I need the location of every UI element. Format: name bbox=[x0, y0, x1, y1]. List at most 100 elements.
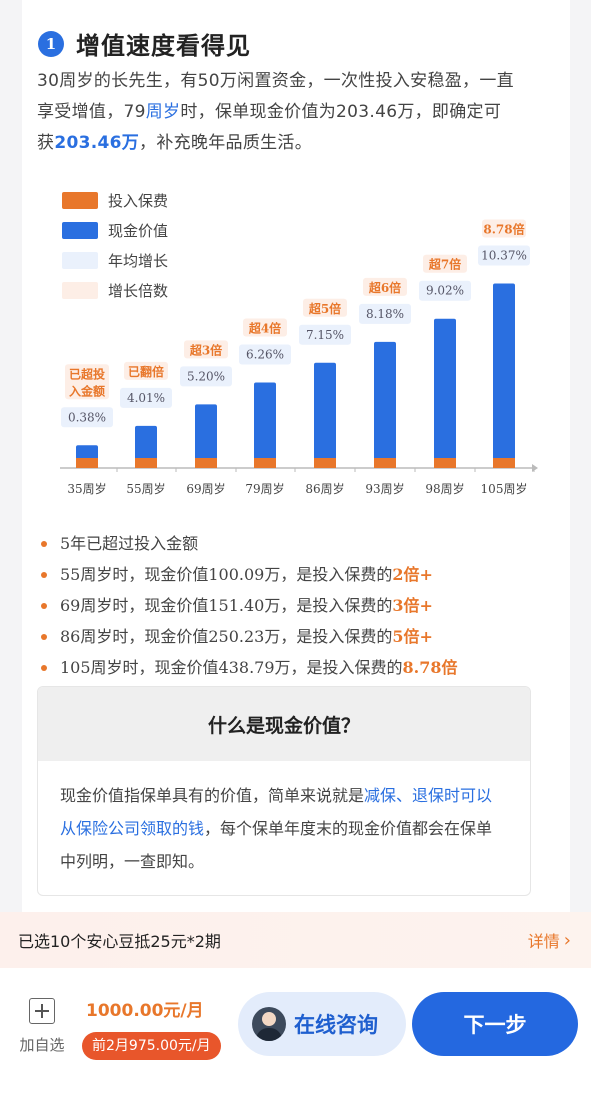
growth-rate-label: 5.20% bbox=[187, 369, 225, 383]
multiple-label-bg bbox=[184, 340, 228, 359]
multiple-label: 已超投 bbox=[69, 366, 105, 381]
bar-cash-value bbox=[434, 318, 456, 468]
multiple-label: 超4倍 bbox=[248, 320, 281, 335]
multiple-label-bg bbox=[65, 364, 109, 400]
bar-premium bbox=[374, 458, 396, 468]
growth-label-bg bbox=[61, 407, 113, 428]
note-accent: 2倍+ bbox=[392, 565, 433, 584]
note-accent: 5倍+ bbox=[392, 627, 433, 646]
section-title: 增值速度看得见 bbox=[76, 32, 251, 60]
note-text: 5年已超过投入金额 bbox=[60, 534, 199, 553]
list-item: 55周岁时，现金价值100.09万，是投入保费的2倍+ bbox=[38, 559, 538, 590]
category-label: 69周岁 bbox=[186, 481, 225, 496]
explainer-title: 什么是现金价值？ bbox=[38, 687, 530, 761]
growth-label-bg bbox=[359, 303, 411, 324]
intro-text-2: 时，保单现金价值为203.46万，即确定可获 bbox=[37, 102, 502, 153]
category-label: 105周岁 bbox=[481, 481, 528, 496]
bar-cash-value bbox=[135, 425, 157, 468]
legend-label: 增长倍数 bbox=[108, 282, 168, 300]
discount-price-badge: 前2月975.00元/月 bbox=[82, 1032, 221, 1060]
online-consult-label: 在线咨询 bbox=[294, 1013, 378, 1037]
plus-square-icon bbox=[29, 998, 55, 1024]
multiple-label-bg bbox=[124, 361, 168, 380]
list-item: 5年已超过投入金额 bbox=[38, 528, 538, 559]
growth-rate-label: 7.15% bbox=[306, 328, 344, 342]
bar-cash-value bbox=[493, 283, 515, 468]
note-text: 86周岁时，现金价值250.23万，是投入保费的 bbox=[60, 627, 393, 646]
section-header: 1 增值速度看得见 bbox=[38, 26, 251, 61]
bar-cash-value bbox=[374, 341, 396, 468]
chevron-right-icon: › bbox=[563, 929, 571, 951]
multiple-label: 入金额 bbox=[69, 383, 105, 398]
legend-swatch bbox=[62, 282, 98, 299]
legend-label: 年均增长 bbox=[108, 252, 168, 270]
intro-text-1: 30周岁的长先生，有50万闲置资金，一次性投入安稳盈，一直享受增值，79 bbox=[37, 71, 514, 122]
explainer-text-1: 现金价值指保单具有的价值，简单来说就是 bbox=[60, 786, 365, 805]
note-text: 55周岁时，现金价值100.09万，是投入保费的 bbox=[60, 565, 393, 584]
category-label: 86周岁 bbox=[305, 481, 344, 496]
note-accent: 8.78倍 bbox=[402, 658, 458, 677]
bar-premium bbox=[254, 458, 276, 468]
list-item: 105周岁时，现金价值438.79万，是投入保费的8.78倍 bbox=[38, 652, 538, 683]
explainer-highlight: 减保、退保时可以从保险公司领取的钱 bbox=[60, 786, 493, 838]
legend-swatch bbox=[62, 222, 98, 239]
note-accent: 3倍+ bbox=[392, 596, 433, 615]
list-item: 86周岁时，现金价值250.23万，是投入保费的5倍+ bbox=[38, 621, 538, 652]
bar-premium bbox=[135, 458, 157, 468]
explainer-body: 现金价值指保单具有的价值，简单来说就是减保、退保时可以从保险公司领取的钱，每个保… bbox=[38, 761, 530, 878]
intro-paragraph: 30周岁的长先生，有50万闲置资金，一次性投入安稳盈，一直享受增值，79周岁时，… bbox=[37, 66, 517, 159]
promo-text: 已选10个安心豆抵25元*2期 bbox=[18, 932, 221, 951]
explainer-text-2: ，每个保单年度末的现金价值都会在保单中列明，一查即知。 bbox=[60, 819, 493, 871]
growth-label-bg bbox=[478, 245, 530, 266]
multiple-label: 超3倍 bbox=[189, 342, 222, 357]
growth-rate-label: 0.38% bbox=[68, 410, 106, 424]
growth-label-bg bbox=[180, 366, 232, 387]
growth-label-bg bbox=[299, 324, 351, 345]
multiple-label: 超6倍 bbox=[368, 280, 401, 295]
bar-premium bbox=[314, 458, 336, 468]
legend-swatch bbox=[62, 192, 98, 209]
growth-rate-label: 8.18% bbox=[366, 307, 404, 321]
list-item: 69周岁时，现金价值151.40万，是投入保费的3倍+ bbox=[38, 590, 538, 621]
multiple-label-bg bbox=[243, 318, 287, 337]
category-label: 79周岁 bbox=[245, 481, 284, 496]
section-number-badge: 1 bbox=[38, 30, 64, 57]
cash-value-explainer: 什么是现金价值？ 现金价值指保单具有的价值，简单来说就是减保、退保时可以从保险公… bbox=[37, 686, 531, 896]
add-watchlist-button[interactable]: 加自选 bbox=[14, 998, 70, 1055]
bar-premium bbox=[434, 458, 456, 468]
category-label: 35周岁 bbox=[67, 481, 106, 496]
online-consult-button[interactable]: 在线咨询 bbox=[238, 992, 406, 1056]
bar-cash-value bbox=[195, 404, 217, 468]
multiple-label: 超7倍 bbox=[428, 257, 461, 272]
multiple-label-bg bbox=[423, 254, 467, 273]
multiple-label-bg bbox=[303, 298, 347, 317]
promo-details-label: 详情 bbox=[527, 932, 560, 951]
bar-premium bbox=[195, 458, 217, 468]
multiple-label: 8.78倍 bbox=[483, 222, 524, 237]
growth-label-bg bbox=[239, 344, 291, 365]
promo-banner: 已选10个安心豆抵25元*2期 详情 › bbox=[0, 912, 591, 968]
advisor-avatar bbox=[252, 1007, 286, 1041]
x-axis-arrow bbox=[532, 464, 538, 472]
next-step-button[interactable]: 下一步 bbox=[412, 992, 578, 1056]
bottom-action-bar: 加自选 1000.00元/月 前2月975.00元/月 在线咨询 下一步 bbox=[0, 968, 591, 1116]
legend-label: 现金价值 bbox=[108, 222, 168, 240]
legend-swatch bbox=[62, 252, 98, 269]
bar-cash-value bbox=[314, 362, 336, 468]
promo-details-link[interactable]: 详情 › bbox=[528, 928, 571, 952]
multiple-label-bg bbox=[363, 277, 407, 296]
category-label: 98周岁 bbox=[425, 481, 464, 496]
bar-premium bbox=[76, 458, 98, 468]
legend-label: 投入保费 bbox=[108, 192, 168, 210]
add-watchlist-label: 加自选 bbox=[19, 1036, 65, 1054]
multiple-label-bg bbox=[482, 219, 526, 238]
category-label: 93周岁 bbox=[365, 481, 404, 496]
intro-highlight-amount: 203.46万 bbox=[54, 133, 140, 153]
growth-label-bg bbox=[120, 387, 172, 408]
multiple-label: 已翻倍 bbox=[128, 364, 164, 379]
category-label: 55周岁 bbox=[126, 481, 165, 496]
notes-list: 5年已超过投入金额 55周岁时，现金价值100.09万，是投入保费的2倍+ 69… bbox=[38, 528, 538, 683]
growth-rate-label: 10.37% bbox=[481, 249, 527, 263]
growth-rate-label: 9.02% bbox=[426, 284, 464, 298]
